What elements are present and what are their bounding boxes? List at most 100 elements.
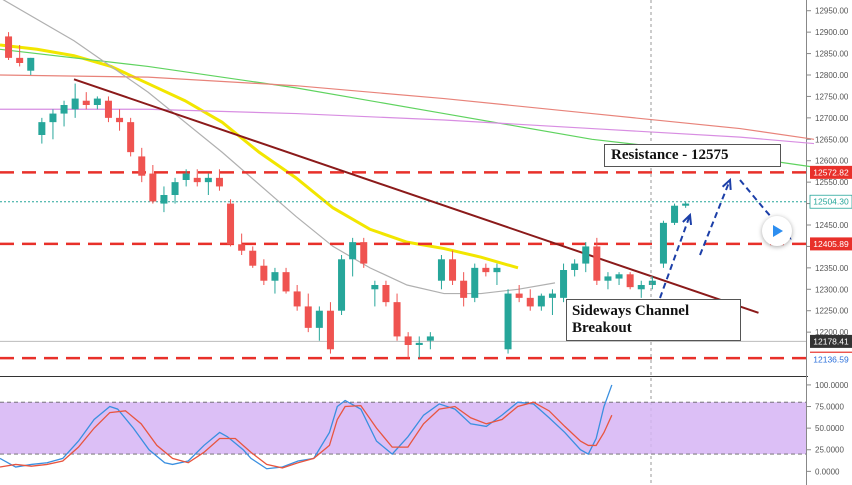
candle-bull <box>349 242 357 260</box>
candle-bear <box>249 250 257 266</box>
level-tag <box>810 352 852 366</box>
candle-bear <box>82 100 90 105</box>
pane-separator <box>0 376 808 377</box>
candle-bear <box>138 156 146 176</box>
candle-bull <box>493 267 501 273</box>
candle-bear <box>526 297 534 307</box>
candle-bear <box>238 244 246 251</box>
candle-bear <box>482 267 490 273</box>
candle-bull <box>160 195 168 204</box>
candle-bear <box>116 117 124 123</box>
candle-bear <box>393 302 401 337</box>
level-tag <box>809 194 852 209</box>
price-tick-label: 12600.00 <box>815 157 849 166</box>
candle-bull <box>571 263 579 270</box>
candle-bull <box>682 203 690 206</box>
candle-bull <box>426 336 434 341</box>
candle-bull <box>604 276 612 281</box>
breakout-label-line2: Breakout <box>572 320 632 336</box>
candle-bull <box>437 259 445 281</box>
projection-arrowhead <box>682 212 693 226</box>
candle-bear <box>227 203 235 245</box>
projection-arrow <box>699 179 731 256</box>
candle-bull <box>49 113 57 123</box>
candle-bull <box>182 173 190 180</box>
candle-bear <box>193 177 201 183</box>
candle-bear <box>593 246 601 281</box>
axis-border <box>806 0 807 485</box>
stoch-tick-label: 50.0000 <box>815 424 844 433</box>
breakout-annotation: Sideways Channel Breakout <box>566 299 741 341</box>
candle-bull <box>415 342 423 345</box>
candle-bear <box>215 177 223 187</box>
candle-bear <box>104 100 112 118</box>
stoch-tick-label: 25.0000 <box>815 446 844 455</box>
candle-bull <box>271 272 279 281</box>
candle-bull <box>71 98 79 110</box>
level-tag <box>810 237 852 251</box>
stochastic-pane <box>0 384 806 470</box>
candle-bull <box>38 122 46 135</box>
candle-bear <box>626 274 634 288</box>
breakout-label-line1: Sideways Channel <box>572 303 690 319</box>
candle-bull <box>504 293 512 350</box>
candle-bear <box>282 272 290 292</box>
resistance-label: Resistance - 12575 <box>611 147 729 163</box>
level-tag-label: 12136.59 <box>813 354 849 364</box>
play-button[interactable] <box>762 216 792 246</box>
candle-bear <box>360 242 368 264</box>
candle-bull <box>204 177 212 183</box>
candle-bull <box>171 182 179 195</box>
level-tag-label: 12178.41 <box>813 336 849 346</box>
stoch-tick-label: 100.0000 <box>815 381 849 390</box>
candle-bull <box>615 274 623 279</box>
level-tag-label: 12504.30 <box>813 197 849 207</box>
candle-bear <box>449 259 457 281</box>
stoch-tick-label: 75.0000 <box>815 403 844 412</box>
moving-average-line <box>2 0 556 295</box>
price-axis: 12950.00 12900.00 12850.00 12800.00 12750.00… <box>806 7 852 476</box>
candle-bull <box>93 98 101 105</box>
candle-bull <box>315 310 323 328</box>
candle-bull <box>671 205 679 223</box>
price-tick-label: 12750.00 <box>815 92 849 101</box>
price-tick-label: 12250.00 <box>815 307 849 316</box>
candle-bull <box>560 270 568 298</box>
moving-average-line <box>0 108 815 145</box>
candle-bear <box>326 310 334 350</box>
candle-bear <box>304 306 312 328</box>
price-tick-label: 12200.00 <box>815 328 849 337</box>
price-tick-label: 12900.00 <box>815 28 849 37</box>
stoch-line <box>0 401 613 469</box>
candle-bear <box>382 285 390 303</box>
price-tick-label: 12700.00 <box>815 114 849 123</box>
candle-bull <box>338 259 346 311</box>
price-pane <box>0 0 815 485</box>
candle-bull <box>637 285 645 290</box>
candle-bear <box>5 36 13 58</box>
candle-bull <box>582 246 590 264</box>
candle-bear <box>515 293 523 298</box>
price-tick-label: 12650.00 <box>815 135 849 144</box>
candle-bear <box>127 122 135 153</box>
candle-bear <box>460 280 468 298</box>
candle-bull <box>659 222 667 264</box>
price-tick-label: 12350.00 <box>815 264 849 273</box>
play-icon <box>773 225 783 237</box>
projection-arrowhead <box>721 177 732 191</box>
candle-bull <box>537 295 545 307</box>
candle-bull <box>548 293 556 298</box>
projection-arrow <box>659 214 691 299</box>
stoch-tick-label: 0.0000 <box>815 467 840 476</box>
price-tick-label: 12800.00 <box>815 71 849 80</box>
candle-bull <box>60 105 68 114</box>
resistance-annotation: Resistance - 12575 <box>604 144 781 167</box>
stoch-band <box>0 402 806 455</box>
candle-bull <box>27 57 35 71</box>
price-tick-label: 12450.00 <box>815 221 849 230</box>
level-tag-label: 12405.89 <box>813 239 849 249</box>
candle-bull <box>471 267 479 298</box>
candle-bear <box>149 173 157 202</box>
candle-bear <box>293 291 301 307</box>
candle-bear <box>404 336 412 345</box>
